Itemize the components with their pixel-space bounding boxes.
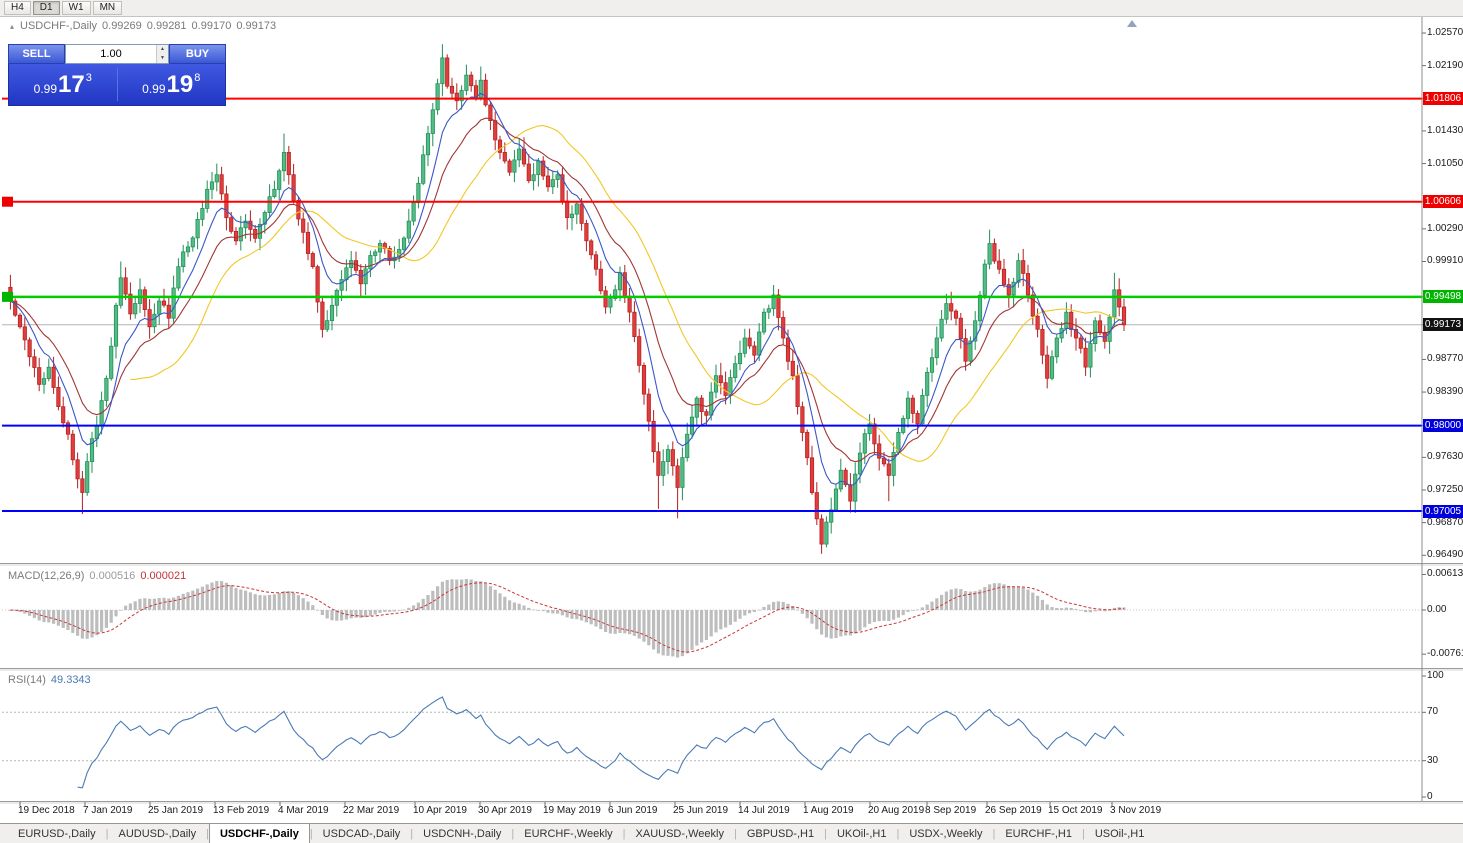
low-value: 0.99170 <box>191 20 232 32</box>
chart-tabs-bar: EURUSD-,Daily | AUDUSD-,Daily | USDCHF-,Dail… <box>0 823 1463 843</box>
volume-increase-button[interactable]: ▲ <box>157 45 168 54</box>
chart-shift-marker-icon <box>1127 20 1137 27</box>
tab-separator: | <box>622 827 626 840</box>
high-value: 0.99281 <box>146 20 187 32</box>
timeframe-button-d1[interactable]: D1 <box>32 1 60 15</box>
rsi-indicator-label: RSI(14) 49.3343 <box>8 674 91 686</box>
rsi-name: RSI(14) <box>8 674 46 686</box>
sell-price-prefix: 0.99 <box>33 82 58 96</box>
buy-price-pips: 19 <box>166 70 194 98</box>
buy-button[interactable]: BUY <box>169 44 226 64</box>
chart-tab-usdcad-daily[interactable]: USDCAD-,Daily <box>322 827 401 840</box>
chart-tab-usdchf-daily[interactable]: USDCHF-,Daily <box>208 824 310 843</box>
chart-tab-usoil-h1[interactable]: USOil-,H1 <box>1094 827 1145 840</box>
timeframe-button-w1[interactable]: W1 <box>61 1 91 15</box>
tab-separator: | <box>992 827 996 840</box>
chart-tab-eurchf-weekly[interactable]: EURCHF-,Weekly <box>524 827 613 840</box>
volume-field[interactable]: 1.00 ▲ ▼ <box>65 44 169 64</box>
tab-separator: | <box>309 827 313 840</box>
chart-chrome <box>0 17 1463 806</box>
sell-price-point: 3 <box>85 72 92 84</box>
sell-price-pips: 17 <box>58 70 85 98</box>
chart-tab-usdx-weekly[interactable]: USDX-,Weekly <box>909 827 983 840</box>
sell-button[interactable]: SELL <box>8 44 65 64</box>
volume-spinner: ▲ ▼ <box>156 45 168 63</box>
chart-title: ▴ USDCHF-,Daily 0.99269 0.99281 0.99170 … <box>10 20 276 32</box>
open-value: 0.99269 <box>102 20 142 32</box>
macd-name: MACD(12,26,9) <box>8 570 85 582</box>
chart-tab-eurchf-h1[interactable]: EURCHF-,H1 <box>1005 827 1072 840</box>
rsi-value: 49.3343 <box>50 674 91 686</box>
symbol-period-label: USDCHF-,Daily <box>20 20 98 32</box>
macd-signal-value: 0.000021 <box>140 570 187 582</box>
collapse-icon[interactable]: ▴ <box>10 21 15 31</box>
chart-tab-eurusd-daily[interactable]: EURUSD-,Daily <box>18 827 96 840</box>
price-divider <box>116 68 118 101</box>
volume-value: 1.00 <box>100 48 122 60</box>
volume-decrease-button[interactable]: ▼ <box>157 54 168 63</box>
tab-separator: | <box>733 827 737 840</box>
rsi-layer <box>77 696 1125 789</box>
sell-price-display[interactable]: 0.99 17 3 <box>9 64 117 105</box>
tab-separator: | <box>206 827 209 840</box>
timeframe-button-h4[interactable]: H4 <box>4 1 31 15</box>
timeframe-button-mn[interactable]: MN <box>92 1 123 15</box>
chart-tab-gbpusd-h1[interactable]: GBPUSD-,H1 <box>746 827 815 840</box>
tab-separator: | <box>896 827 900 840</box>
close-value: 0.99173 <box>236 20 277 32</box>
buy-price-point: 8 <box>194 72 201 84</box>
chart-tab-ukoil-h1[interactable]: UKOil-,H1 <box>836 827 887 840</box>
chart-tab-audusd-daily[interactable]: AUDUSD-,Daily <box>118 827 197 840</box>
buy-price-prefix: 0.99 <box>142 82 166 96</box>
level-lines-layer <box>2 97 1422 513</box>
one-click-trading-panel: SELL 1.00 ▲ ▼ BUY 0.99 17 3 0.99 19 8 <box>8 44 226 106</box>
tab-separator: | <box>511 827 515 840</box>
macd-main-value: 0.000516 <box>89 570 136 582</box>
tab-separator: | <box>1081 827 1085 840</box>
tab-separator: | <box>410 827 414 840</box>
timeframe-toolbar: H4 D1 W1 MN <box>0 0 1463 17</box>
macd-indicator-label: MACD(12,26,9) 0.000516 0.000021 <box>8 570 186 582</box>
macd-layer <box>8 579 1126 658</box>
tab-separator: | <box>824 827 827 840</box>
buy-price-display[interactable]: 0.99 19 8 <box>118 64 226 105</box>
tab-separator: | <box>105 827 109 840</box>
chart-tab-xauusd-weekly[interactable]: XAUUSD-,Weekly <box>635 827 724 840</box>
candles-layer <box>8 44 1127 554</box>
chart-tab-usdcnh-daily[interactable]: USDCNH-,Daily <box>423 827 502 840</box>
moving-averages-layer <box>10 92 1125 487</box>
